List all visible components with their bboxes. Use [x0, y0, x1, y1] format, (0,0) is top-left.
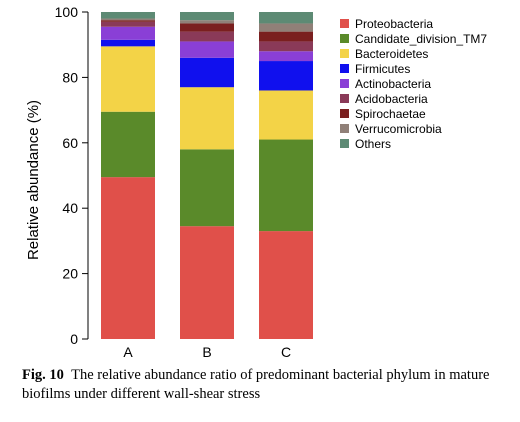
legend-swatch [340, 94, 349, 103]
legend-swatch [340, 124, 349, 133]
legend: ProteobacteriaCandidate_division_TM7Bact… [340, 17, 487, 151]
bar-segment-c-spirochaetae [259, 31, 313, 42]
bar-segment-c-verrucomicrobia [259, 23, 313, 32]
y-tick-label: 40 [62, 200, 78, 216]
y-tick-label: 100 [55, 4, 79, 20]
y-tick-label: 20 [62, 266, 78, 282]
bar-segment-c-acidobacteria [259, 41, 313, 52]
legend-label: Acidobacteria [355, 92, 428, 106]
legend-label: Others [355, 137, 391, 151]
bar-segment-c-others [259, 12, 313, 24]
bar-segment-c-candidate-division-tm7 [259, 139, 313, 232]
legend-swatch [340, 49, 349, 58]
bar-segment-a-verrucomicrobia [101, 18, 155, 21]
bar-segment-c-firmicutes [259, 61, 313, 91]
bar-segment-b-others [180, 12, 234, 21]
bar-segment-a-proteobacteria [101, 177, 155, 339]
x-axis: A B C [123, 344, 291, 360]
x-tick-label-b: B [202, 344, 211, 360]
legend-swatch [340, 19, 349, 28]
legend-swatch [340, 34, 349, 43]
bars-group [101, 12, 313, 339]
legend-label: Firmicutes [355, 62, 410, 76]
y-tick-label: 0 [70, 331, 78, 347]
y-tick-label: 60 [62, 135, 78, 151]
bar-segment-a-others [101, 12, 155, 19]
bar-segment-b-candidate-division-tm7 [180, 149, 234, 227]
bar-segment-c-bacteroidetes [259, 90, 313, 140]
bar-segment-c-proteobacteria [259, 231, 313, 339]
x-tick-label-a: A [123, 344, 133, 360]
legend-swatch [340, 109, 349, 118]
bar-segment-a-spirochaetae [101, 20, 155, 22]
figure-caption: Fig. 10 The relative abundance ratio of … [22, 366, 512, 404]
legend-swatch [340, 79, 349, 88]
bar-segment-b-proteobacteria [180, 226, 234, 339]
bar-segment-a-actinobacteria [101, 26, 155, 40]
legend-label: Verrucomicrobia [355, 122, 442, 136]
bar-segment-a-bacteroidetes [101, 46, 155, 112]
bar-segment-a-candidate-division-tm7 [101, 111, 155, 178]
legend-label: Bacteroidetes [355, 47, 428, 61]
legend-swatch [340, 64, 349, 73]
bar-segment-b-firmicutes [180, 57, 234, 88]
y-tick-label: 80 [62, 69, 78, 85]
legend-label: Spirochaetae [355, 107, 426, 121]
legend-swatch [340, 139, 349, 148]
y-axis-title: Relative abundance (%) [25, 100, 42, 260]
bar-segment-b-verrucomicrobia [180, 20, 234, 24]
bar-segment-b-acidobacteria [180, 31, 234, 42]
legend-label: Actinobacteria [355, 77, 431, 91]
bar-segment-b-spirochaetae [180, 23, 234, 32]
bar-segment-b-bacteroidetes [180, 87, 234, 150]
bar-segment-c-actinobacteria [259, 51, 313, 62]
y-axis: 0 20 40 60 80 100 [55, 4, 89, 347]
x-tick-label-c: C [281, 344, 291, 360]
bar-segment-a-firmicutes [101, 39, 155, 47]
figure-caption-label: Fig. 10 [22, 367, 64, 383]
figure-caption-text: The relative abundance ratio of predomin… [22, 367, 490, 402]
bar-segment-b-actinobacteria [180, 41, 234, 58]
legend-label: Proteobacteria [355, 17, 433, 31]
bar-segment-a-acidobacteria [101, 21, 155, 27]
legend-label: Candidate_division_TM7 [355, 32, 487, 46]
